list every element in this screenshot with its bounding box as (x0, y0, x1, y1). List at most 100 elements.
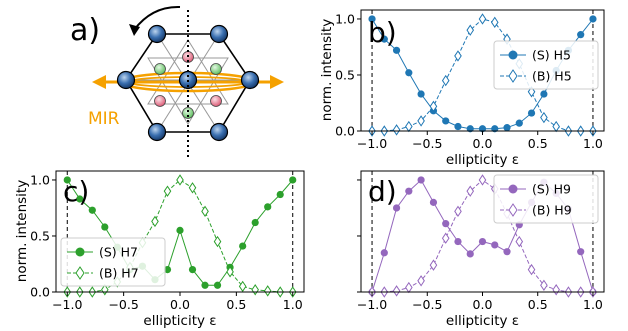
x-axis-label: ellipticity ε (446, 313, 519, 329)
x-tick-label: 0.0 (473, 136, 493, 151)
atom-blue (147, 24, 167, 44)
legend-marker (75, 266, 85, 280)
data-point (577, 31, 585, 39)
x-tick-label: 0.0 (473, 297, 493, 312)
data-point (417, 176, 425, 184)
x-tick-label: 0.5 (528, 136, 548, 151)
legend-label: (B) H7 (99, 266, 139, 281)
data-point (527, 109, 536, 117)
data-point (552, 120, 560, 133)
legend-label: (S) H5 (532, 48, 571, 63)
data-point (201, 205, 209, 218)
data-point (289, 176, 297, 184)
data-point (226, 266, 234, 278)
legend-marker (75, 247, 85, 257)
panel-label: c) (63, 175, 89, 208)
legend-box (60, 237, 166, 287)
atom-blue (116, 70, 136, 90)
legend-box (493, 40, 599, 90)
data-point (442, 220, 450, 228)
data-point (368, 15, 376, 23)
x-tick-label: 1.0 (283, 297, 303, 312)
data-point (515, 235, 524, 248)
data-point (515, 119, 523, 127)
panel-a-label: a) (70, 13, 100, 48)
data-point (441, 74, 450, 87)
atom-pink (154, 95, 166, 107)
data-point (76, 195, 84, 203)
data-point (540, 111, 548, 124)
data-point (63, 176, 71, 184)
panel-a-schematic: a) (70, 5, 284, 160)
y-tick-label: 0.0 (335, 124, 355, 139)
legend-label: (B) H5 (532, 69, 572, 84)
legend: (S) H7 (B) H7 (60, 237, 166, 287)
data-point (151, 215, 159, 228)
data-point (238, 280, 247, 293)
data-point (417, 275, 425, 287)
data-point (392, 285, 401, 297)
legend-label: (S) H9 (532, 182, 571, 197)
data-point (454, 50, 462, 62)
atom-green (210, 63, 222, 75)
x-axis-label: ellipticity ε (143, 313, 216, 329)
data-point (380, 249, 388, 257)
mir-label: MIR (88, 109, 120, 129)
data-point (466, 185, 475, 197)
data-point (405, 281, 413, 294)
data-point (176, 174, 184, 186)
data-point (503, 124, 511, 132)
data-point (405, 120, 413, 133)
y-tick-label: 0.5 (335, 67, 355, 82)
atom-blue (209, 122, 229, 142)
x-tick-label: −1.0 (52, 297, 82, 312)
data-point (263, 285, 272, 297)
data-point (441, 232, 450, 244)
data-point (101, 223, 109, 231)
data-point (478, 237, 487, 246)
data-point (466, 24, 475, 36)
data-point (429, 100, 438, 113)
data-point (405, 187, 413, 195)
panel-c-chart: −1.0 −0.5 0.0 0.5 1.0 0.0 0.5 1.0 ellipticity ε n… (14, 170, 305, 329)
data-point (490, 16, 499, 29)
x-tick-label: −1.0 (357, 297, 387, 312)
y-axis-label: norm. intensity (319, 19, 335, 121)
legend-box (493, 174, 599, 224)
legend-marker (508, 203, 518, 217)
atom-blue (209, 24, 229, 44)
data-point (276, 190, 284, 199)
data-point (188, 182, 197, 194)
lattice-atoms (116, 24, 260, 142)
data-point (454, 205, 462, 218)
data-point (540, 279, 548, 291)
y-tick-label: 1.0 (335, 11, 355, 26)
x-axis-label: ellipticity ε (446, 152, 519, 168)
data-point (491, 241, 499, 249)
legend-marker (508, 184, 518, 194)
legend-marker (508, 69, 518, 83)
data-point (527, 86, 536, 98)
panel-label: b) (368, 16, 397, 49)
data-point (442, 117, 450, 125)
atom-blue (147, 122, 167, 142)
data-point (380, 35, 388, 43)
data-point (454, 122, 462, 131)
data-point (239, 242, 247, 250)
x-tick-label: −0.5 (108, 297, 138, 312)
legend: (S) H5 (B) H5 (493, 40, 599, 90)
data-point (213, 281, 222, 289)
data-point (176, 226, 184, 234)
data-point (577, 248, 585, 256)
atom-green (154, 63, 166, 75)
y-tick-label: 1.0 (30, 172, 50, 187)
data-point (527, 263, 536, 276)
beam-arrow-left (92, 75, 106, 89)
data-point (466, 250, 474, 258)
legend-marker (508, 50, 518, 60)
data-point (392, 204, 401, 212)
data-point (101, 284, 109, 296)
data-point (417, 90, 425, 98)
data-point (251, 218, 259, 227)
